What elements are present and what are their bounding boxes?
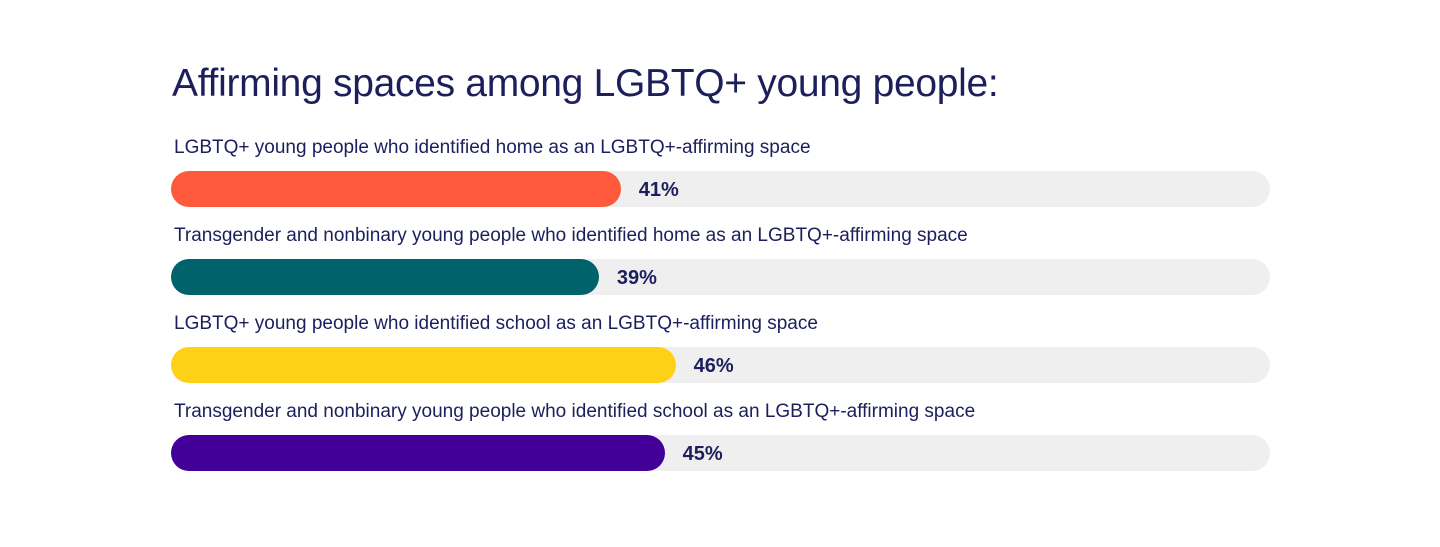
bar-value-label: 39%	[616, 267, 657, 289]
bar-row-home-lgbtq: LGBTQ+ young people who identified home …	[171, 137, 1270, 217]
bar-label: Transgender and nonbinary young people w…	[174, 401, 976, 422]
bar-value-label: 41%	[638, 179, 679, 201]
bar-fill	[171, 347, 676, 383]
bar-row-school-lgbtq: LGBTQ+ young people who identified schoo…	[171, 313, 1270, 393]
bar-label: Transgender and nonbinary young people w…	[174, 225, 968, 246]
bar-value-label: 46%	[693, 355, 734, 377]
bar-track	[171, 347, 1270, 383]
bar-row-school-trans-nonbinary: Transgender and nonbinary young people w…	[171, 401, 1270, 481]
bar-fill	[171, 259, 599, 295]
bar-fill	[171, 435, 665, 471]
bar-track	[171, 171, 1270, 207]
bar-label: LGBTQ+ young people who identified schoo…	[174, 313, 818, 334]
bar-fill	[171, 171, 621, 207]
bar-track	[171, 435, 1270, 471]
bar-label: LGBTQ+ young people who identified home …	[174, 137, 811, 158]
bar-row-home-trans-nonbinary: Transgender and nonbinary young people w…	[171, 225, 1270, 305]
bar-track	[171, 259, 1270, 295]
bar-value-label: 45%	[682, 443, 723, 465]
chart-title: Affirming spaces among LGBTQ+ young peop…	[172, 62, 999, 105]
